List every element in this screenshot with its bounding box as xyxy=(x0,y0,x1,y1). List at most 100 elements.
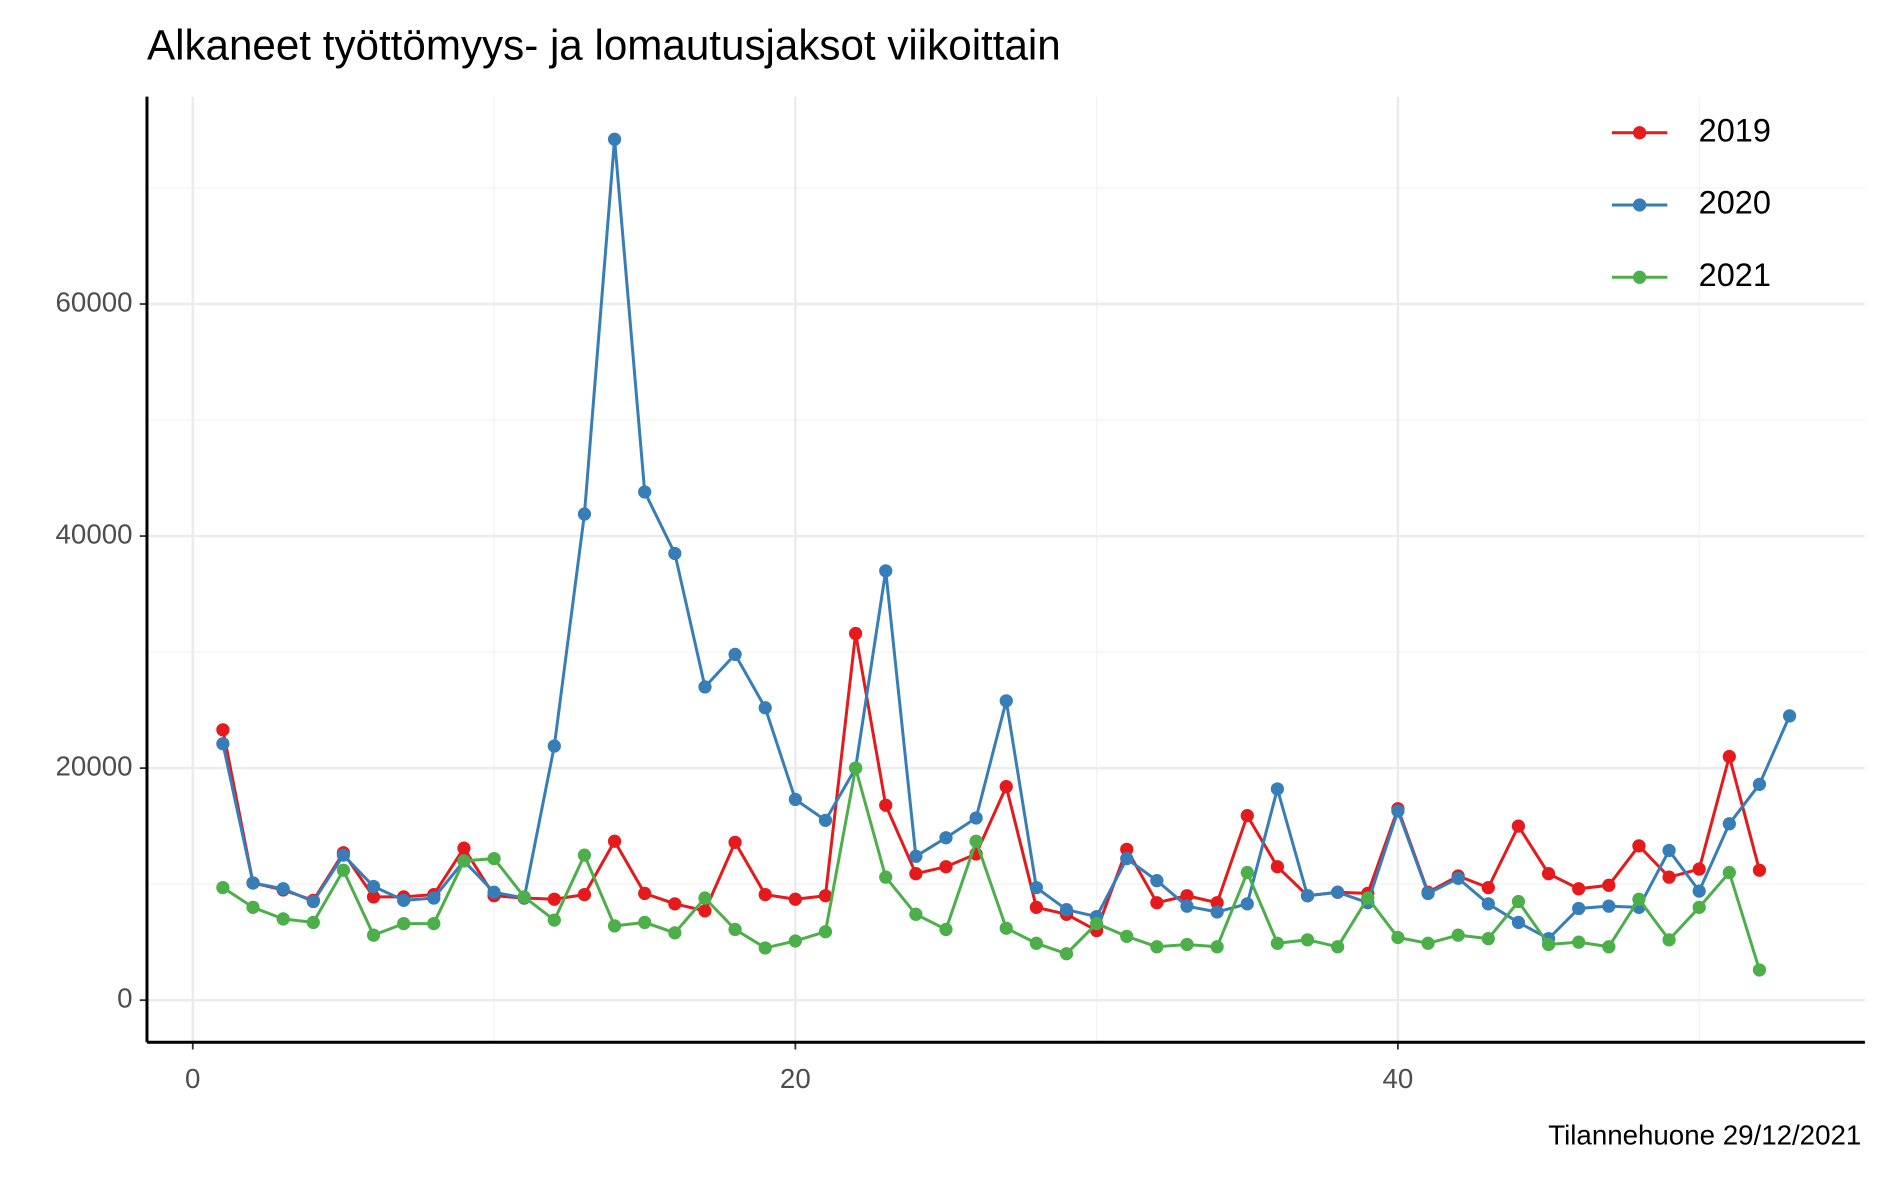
point xyxy=(1300,933,1315,947)
point xyxy=(547,913,561,927)
point xyxy=(818,925,833,939)
point xyxy=(1240,809,1254,823)
legend-label: 2021 xyxy=(1699,257,1771,293)
point xyxy=(758,701,772,715)
x-tick-label: 20 xyxy=(780,1063,811,1094)
point xyxy=(909,849,923,863)
point xyxy=(1632,892,1646,906)
point xyxy=(1481,932,1495,946)
point xyxy=(1572,901,1586,916)
point xyxy=(577,848,592,862)
point xyxy=(999,780,1013,794)
line xyxy=(221,139,1791,941)
point xyxy=(1662,843,1676,858)
point xyxy=(1722,865,1736,880)
point xyxy=(758,887,772,902)
point xyxy=(728,835,742,849)
point xyxy=(1602,899,1616,913)
point xyxy=(336,863,351,877)
point xyxy=(1240,897,1254,911)
point xyxy=(1270,936,1285,950)
point xyxy=(1331,885,1345,899)
point xyxy=(1782,709,1797,723)
point xyxy=(788,934,802,948)
point xyxy=(879,798,893,812)
point xyxy=(879,564,893,578)
series xyxy=(216,761,1767,977)
point xyxy=(246,876,260,890)
point xyxy=(1541,867,1556,881)
point xyxy=(1572,882,1586,896)
point xyxy=(457,854,471,868)
point xyxy=(1120,851,1134,866)
legend-point xyxy=(1632,198,1647,212)
point xyxy=(1752,777,1767,791)
point xyxy=(638,915,652,930)
point xyxy=(1511,894,1526,909)
point xyxy=(939,922,953,937)
point xyxy=(1662,870,1676,884)
point xyxy=(547,739,561,753)
point xyxy=(788,792,802,807)
x-tick-label: 0 xyxy=(185,1063,200,1094)
point xyxy=(818,813,833,827)
point xyxy=(1029,880,1043,895)
y-tick-label: 40000 xyxy=(56,518,133,549)
point xyxy=(1511,915,1526,930)
point xyxy=(999,694,1013,708)
point xyxy=(1300,889,1315,903)
point xyxy=(1391,930,1405,945)
point xyxy=(1572,935,1586,949)
point xyxy=(1059,947,1074,961)
point xyxy=(1451,871,1465,885)
y-tick-label: 60000 xyxy=(56,286,133,317)
point xyxy=(1210,905,1224,919)
point xyxy=(788,892,802,906)
point xyxy=(607,919,622,933)
series xyxy=(216,132,1797,946)
legend-point xyxy=(1632,126,1647,140)
point xyxy=(848,626,863,641)
line xyxy=(221,633,1761,933)
point xyxy=(1692,884,1706,898)
point xyxy=(366,928,381,942)
point xyxy=(1361,891,1375,905)
point xyxy=(1150,940,1164,954)
point xyxy=(1752,863,1767,877)
y-tick-label: 20000 xyxy=(56,750,133,781)
point xyxy=(397,893,411,907)
point xyxy=(1391,804,1405,818)
point xyxy=(1632,839,1646,853)
point xyxy=(276,912,290,926)
point xyxy=(1331,940,1345,954)
point xyxy=(457,841,471,855)
point xyxy=(698,680,712,694)
point xyxy=(638,485,652,499)
point xyxy=(1722,817,1736,831)
point xyxy=(1451,928,1465,942)
point xyxy=(216,880,230,895)
point xyxy=(1481,897,1495,911)
point xyxy=(366,879,381,894)
point xyxy=(879,870,893,884)
legend-label: 2019 xyxy=(1699,112,1771,148)
point xyxy=(577,887,592,902)
point xyxy=(1692,862,1706,876)
point xyxy=(909,907,923,921)
point xyxy=(607,834,622,848)
point xyxy=(1120,842,1134,856)
point xyxy=(728,647,742,662)
point xyxy=(698,891,712,905)
point xyxy=(607,132,622,146)
point xyxy=(1602,940,1616,954)
point xyxy=(336,848,351,862)
point xyxy=(216,737,230,751)
point xyxy=(1602,878,1616,892)
point xyxy=(939,831,953,845)
point xyxy=(698,904,712,918)
point xyxy=(397,916,411,931)
y-tick-label: 0 xyxy=(117,982,132,1013)
caption: Tilannehuone 29/12/2021 xyxy=(1548,1120,1861,1151)
